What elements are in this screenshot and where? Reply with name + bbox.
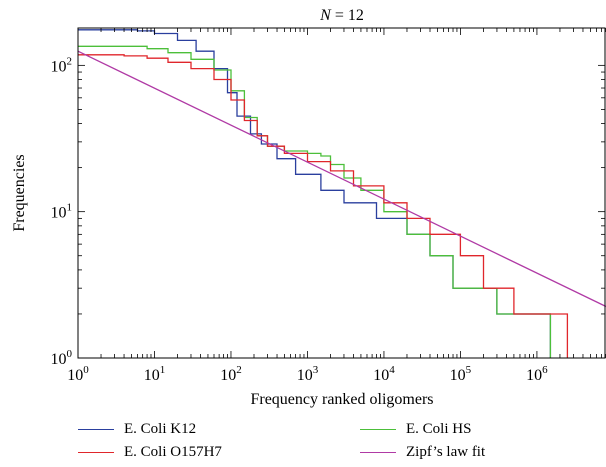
y-tick-label: 100: [51, 348, 73, 368]
series-line-1: [78, 45, 552, 358]
legend: E. Coli K12 E. Coli HS E. Coli O157H7 Zi…: [0, 415, 606, 467]
x-tick-label: 106: [526, 364, 548, 384]
legend-label-zipf: Zipf’s law fit: [406, 443, 486, 460]
legend-label-o157h7: E. Coli O157H7: [124, 443, 222, 460]
legend-swatch-zipf: [360, 451, 396, 453]
legend-item-k12: E. Coli K12: [78, 417, 196, 441]
x-axis-label: Frequency ranked oligomers: [250, 391, 433, 408]
legend-item-hs: E. Coli HS: [360, 417, 471, 441]
x-tick-label: 100: [67, 364, 89, 384]
legend-swatch-hs: [360, 428, 396, 430]
x-tick-label: 103: [297, 364, 319, 384]
series-line-0: [78, 29, 552, 358]
y-tick-label: 102: [51, 55, 73, 75]
legend-swatch-k12: [78, 428, 114, 430]
series-line-2: [78, 54, 569, 358]
x-tick-label: 104: [373, 364, 395, 384]
y-axis-label: Frequencies: [11, 154, 28, 231]
series-line-3: [78, 50, 606, 308]
plot-frame: [77, 27, 606, 359]
y-tick-label: 101: [51, 202, 73, 222]
legend-swatch-o157h7: [78, 451, 114, 453]
chart-title: N = 12: [319, 7, 364, 24]
x-tick-label: 102: [220, 364, 242, 384]
plot-area: 100 101 102 103 104 105 106 100 101 102 N = 12 Freq…: [11, 7, 606, 408]
legend-label-hs: E. Coli HS: [406, 420, 472, 437]
x-tick-label: 101: [144, 364, 166, 384]
legend-item-o157h7: E. Coli O157H7: [78, 440, 222, 464]
x-tick-label: 105: [450, 364, 472, 384]
legend-item-zipf: Zipf’s law fit: [360, 440, 485, 464]
legend-label-k12: E. Coli K12: [124, 420, 197, 437]
